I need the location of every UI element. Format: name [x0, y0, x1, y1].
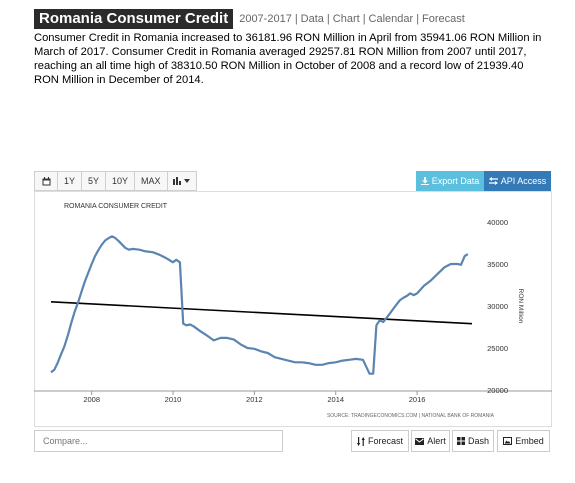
- export-data-button[interactable]: Export Data: [416, 171, 484, 191]
- nav-separator: |: [362, 13, 366, 25]
- bottom-bar: Forecast Alert Dash Embed: [34, 430, 552, 452]
- x-tick-label: 2012: [246, 395, 263, 404]
- y-tick-label: 20000: [487, 386, 508, 395]
- nav-forecast[interactable]: Forecast: [422, 13, 465, 25]
- x-tick-label: 2010: [165, 395, 182, 404]
- embed-button[interactable]: Embed: [497, 430, 550, 452]
- alert-label: Alert: [427, 436, 446, 446]
- alert-button[interactable]: Alert: [411, 430, 450, 452]
- nav-separator: |: [326, 13, 330, 25]
- x-tick-label: 2008: [83, 395, 100, 404]
- range-max-button[interactable]: MAX: [134, 171, 168, 191]
- api-access-label: API Access: [500, 176, 547, 186]
- sort-arrows-icon: [356, 436, 365, 446]
- line-chart: ROMANIA CONSUMER CREDIT 2008 2010 2012 2014 2…: [34, 203, 552, 419]
- header: Romania Consumer Credit 2007-2017 | Data | C…: [34, 9, 465, 29]
- download-icon: [420, 177, 429, 185]
- image-icon: [503, 437, 513, 445]
- nav-calendar[interactable]: Calendar: [368, 13, 414, 25]
- dash-button[interactable]: Dash: [452, 430, 494, 452]
- page-title: Romania Consumer Credit: [34, 9, 234, 29]
- trend-line: [50, 301, 473, 325]
- nav-chart[interactable]: Chart: [332, 13, 360, 25]
- calendar-icon: [42, 176, 50, 185]
- forecast-button[interactable]: Forecast: [351, 430, 409, 452]
- y-tick-label: 40000: [487, 218, 508, 227]
- y-tick-label: 25000: [487, 344, 508, 353]
- api-access-button[interactable]: API Access: [484, 171, 551, 191]
- chart-title: ROMANIA CONSUMER CREDIT: [64, 203, 168, 210]
- nav-separator: |: [416, 13, 420, 25]
- embed-label: Embed: [515, 436, 544, 446]
- range-10y-button[interactable]: 10Y: [105, 171, 136, 191]
- y-tick-label: 35000: [487, 260, 508, 269]
- calendar-button[interactable]: [34, 171, 58, 191]
- export-data-label: Export Data: [431, 176, 480, 186]
- range-1y-button[interactable]: 1Y: [57, 171, 83, 191]
- compare-input[interactable]: [34, 430, 283, 452]
- bar-chart-icon: [173, 177, 182, 185]
- description: Consumer Credit in Romania increased to …: [34, 32, 542, 86]
- x-tick-label: 2014: [327, 395, 344, 404]
- nav-data[interactable]: Data: [300, 13, 324, 25]
- forecast-label: Forecast: [367, 436, 403, 446]
- y-axis-label: RON Million: [517, 289, 524, 324]
- nav-separator: |: [294, 13, 298, 25]
- sub-nav: 2007-2017 | Data | Chart | Calendar | Forecast: [239, 13, 465, 25]
- chart-type-button[interactable]: [166, 171, 197, 191]
- chart-frame: [34, 191, 552, 427]
- caret-down-icon: [184, 179, 191, 183]
- x-tick-label: 2016: [409, 395, 426, 404]
- series-line: [50, 235, 469, 375]
- grid-icon: [456, 437, 465, 445]
- nav-range[interactable]: 2007-2017: [239, 13, 292, 25]
- dash-label: Dash: [467, 436, 489, 446]
- envelope-icon: [415, 437, 425, 445]
- y-tick-label: 30000: [487, 302, 508, 311]
- chart-source: SOURCE: TRADINGECONOMICS.COM | NATIONAL …: [327, 413, 495, 419]
- range-5y-button[interactable]: 5Y: [81, 171, 107, 191]
- chart-toolbar: 1Y 5Y 10Y MAX: [34, 171, 197, 191]
- swap-icon: [488, 177, 498, 185]
